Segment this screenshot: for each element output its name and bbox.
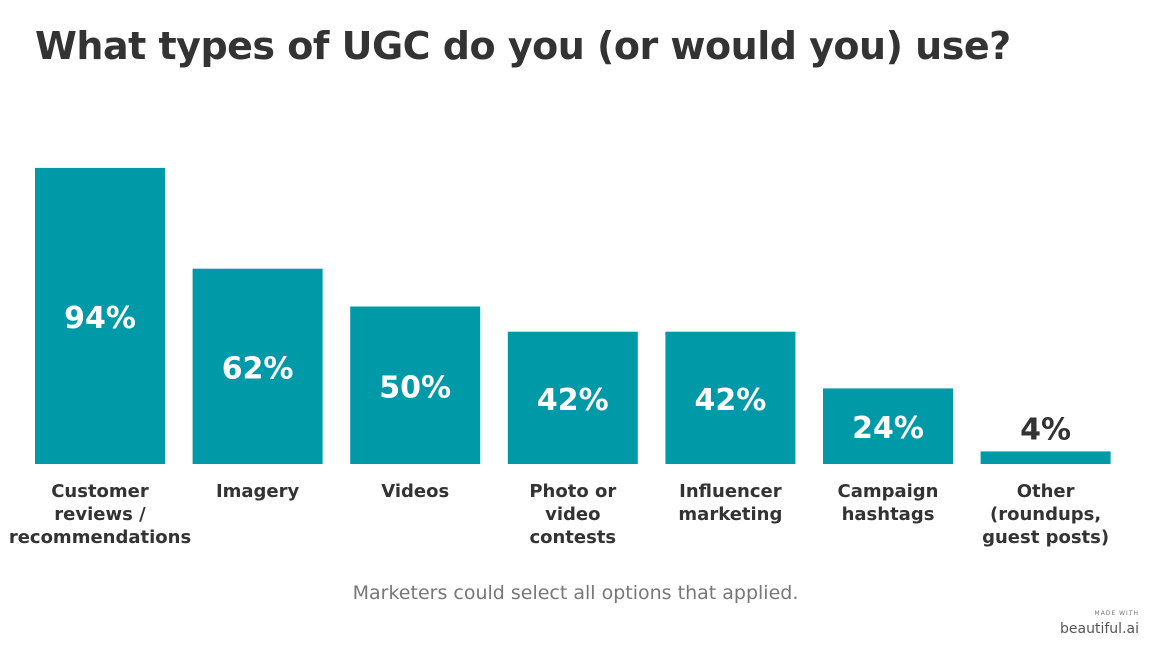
bar-5: [823, 388, 953, 464]
category-label-line: recommendations: [9, 527, 191, 548]
category-label-line: Influencer: [679, 481, 782, 502]
category-label-line: contests: [529, 527, 616, 548]
watermark[interactable]: MADE WITH beautiful.ai: [1060, 610, 1139, 637]
category-label-line: (roundups,: [990, 504, 1101, 525]
category-label-line: Videos: [381, 481, 449, 502]
value-label-0: 94%: [64, 301, 136, 336]
category-label-line: Imagery: [216, 481, 300, 502]
value-label-5: 24%: [852, 411, 924, 446]
bar-1: [192, 268, 323, 464]
category-label-5: Campaign hashtags: [837, 481, 938, 525]
category-label-2: Videos: [381, 481, 449, 502]
bar-chart: 94% Customer reviews / recommendations 62% Im…: [9, 167, 1111, 548]
category-label-line: guest posts): [982, 527, 1109, 548]
category-label-line: marketing: [678, 504, 782, 525]
category-label-1: Imagery: [216, 481, 300, 502]
category-label-line: Photo or: [529, 481, 616, 502]
category-label-line: hashtags: [842, 504, 935, 525]
bar-2: [350, 306, 481, 464]
watermark-made-with: MADE WITH: [1094, 610, 1139, 617]
category-label-0: Customer reviews / recommendations: [9, 481, 191, 548]
category-label-line: Customer: [51, 481, 149, 502]
category-label-line: reviews /: [54, 504, 146, 525]
category-label-4: Influencer marketing: [678, 481, 782, 525]
watermark-brand: beautiful.ai: [1060, 621, 1139, 637]
bar-0: [35, 167, 165, 464]
category-label-line: Other: [1017, 481, 1075, 502]
chart-title: What types of UGC do you (or would you) …: [35, 24, 1011, 68]
footnote: Marketers could select all options that …: [352, 582, 799, 604]
bar-3: [507, 331, 638, 464]
category-label-6: Other (roundups, guest posts): [982, 481, 1109, 548]
category-label-3: Photo or video contests: [529, 481, 616, 548]
value-label-6: 4%: [1020, 412, 1071, 447]
value-label-2: 50%: [379, 370, 451, 405]
value-label-3: 42%: [537, 383, 609, 418]
bar-4: [665, 331, 796, 464]
bar-6: [980, 451, 1111, 464]
category-label-line: video: [545, 504, 600, 525]
value-label-4: 42%: [694, 383, 766, 418]
category-label-line: Campaign: [837, 481, 938, 502]
value-label-1: 62%: [222, 351, 294, 386]
